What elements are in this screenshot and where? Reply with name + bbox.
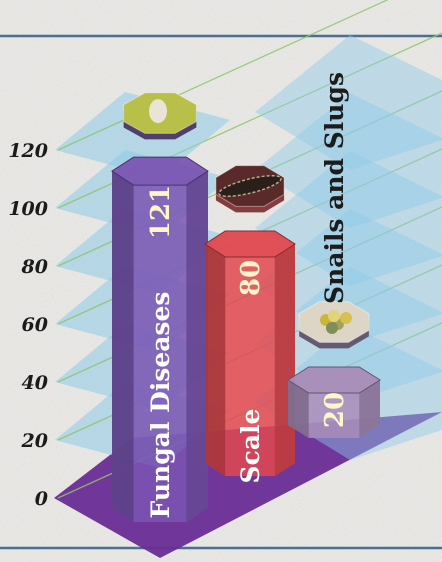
bar-side-right	[359, 380, 380, 438]
pebble-icon	[326, 322, 338, 334]
bar-side-left	[112, 171, 134, 522]
y-tick-label: 60	[22, 314, 48, 336]
pebble-icon	[340, 312, 352, 324]
insect-icon	[149, 99, 167, 124]
bar	[112, 171, 208, 522]
value-label: 20	[320, 392, 350, 428]
y-tick-label: 100	[8, 198, 48, 220]
bar-side-right	[186, 171, 208, 522]
y-tick-label: 40	[22, 372, 48, 394]
bar-top-cap	[204, 230, 296, 258]
bar	[288, 380, 380, 438]
grid-plane-far	[255, 93, 442, 228]
category-label: Snails and Slugs	[320, 72, 349, 304]
bar-top-cap	[287, 366, 381, 394]
y-tick-label: 80	[21, 256, 48, 278]
gridline	[57, 0, 389, 151]
grid-plane-far	[255, 35, 442, 170]
bars	[111, 92, 381, 522]
bar-side-right	[274, 244, 295, 476]
y-axis-ticks: 0 20 40 60 80 100 120	[8, 140, 48, 510]
pebble-icon	[328, 310, 340, 322]
grid-plane-far	[255, 151, 442, 286]
y-tick-label: 120	[8, 140, 48, 162]
bar	[205, 244, 295, 476]
y-tick-label: 20	[21, 430, 48, 452]
value-label: 121	[146, 185, 176, 239]
bar-top-cap	[111, 156, 209, 186]
grid-plane-far	[255, 209, 442, 344]
bar-side-left	[205, 244, 226, 476]
category-label: Scale	[236, 409, 265, 484]
bark-icon	[218, 174, 282, 198]
bar-side-left	[288, 380, 309, 438]
value-label: 80	[236, 260, 266, 296]
category-label: Fungal Diseases	[146, 292, 175, 519]
bar-labels: 121 Fungal Diseases 80 Scale 20 Snails and Sl…	[146, 72, 350, 519]
y-tick-label: 0	[35, 488, 48, 510]
